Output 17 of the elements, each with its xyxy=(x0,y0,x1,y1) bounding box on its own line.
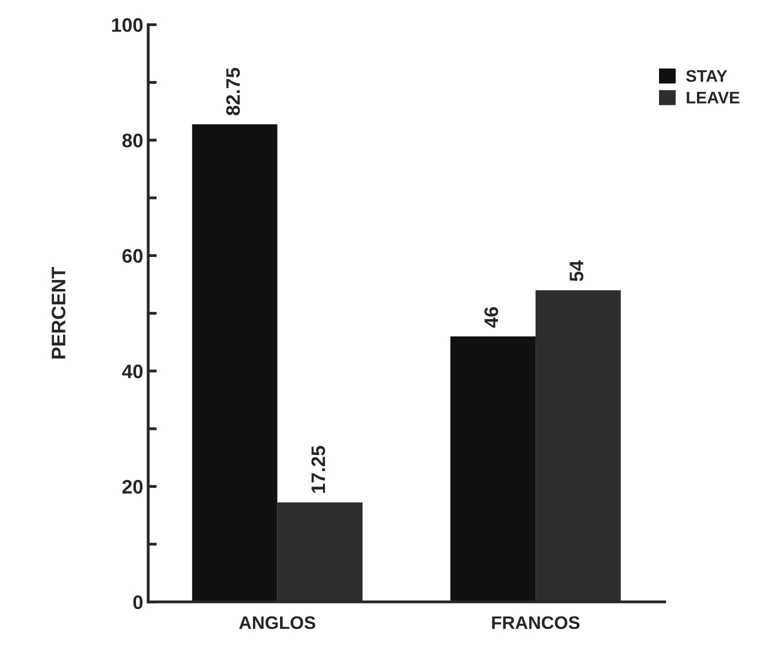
x-tick-label: ANGLOS xyxy=(239,616,316,630)
legend-label: LEAVE xyxy=(686,92,740,104)
y-tick-label: 20 xyxy=(122,480,143,494)
legend-label: STAY xyxy=(686,70,728,82)
y-tick-label: 100 xyxy=(112,18,143,32)
data-label: 17.25 xyxy=(311,446,326,493)
data-label: 82.75 xyxy=(226,68,240,116)
data-label: 46 xyxy=(484,307,498,328)
y-axis-title: PERCENT xyxy=(52,267,66,358)
y-tick-label: 40 xyxy=(122,364,143,378)
x-tick-label: FRANCOS xyxy=(492,616,580,630)
bar xyxy=(192,124,278,602)
y-tick-label: 80 xyxy=(122,134,143,148)
bar xyxy=(450,336,536,602)
y-tick-label: 60 xyxy=(122,249,143,263)
y-tick-label: 0 xyxy=(133,595,143,610)
data-label: 54 xyxy=(570,260,584,282)
